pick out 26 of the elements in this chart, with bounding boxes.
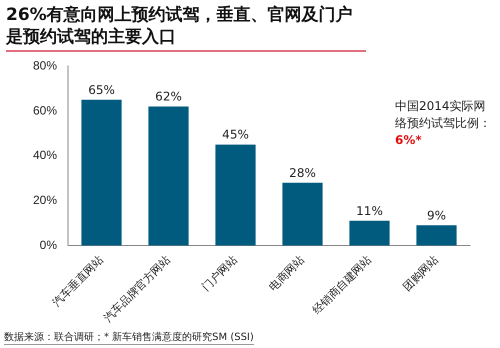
data-label: 28% [289,166,316,180]
data-label: 45% [222,128,249,142]
data-label: 11% [356,204,383,218]
y-tick-label: 40% [32,148,58,162]
bar [282,182,323,246]
bar [81,100,122,246]
chart-title: 26%有意向网上预约试驾，垂直、官网及门户是预约试驾的主要入口 [6,4,366,52]
y-tick-label: 20% [32,192,58,207]
x-tick-label: 电商网站 [266,253,307,294]
x-tick-label: 汽车垂直网站 [50,253,106,310]
x-tick-label: 门户网站 [199,253,240,294]
y-tick-label: 60% [32,103,58,118]
data-label: 9% [426,208,446,222]
x-tick-label: 团购网站 [400,253,441,294]
bar [148,106,189,246]
annotation: 中国2014实际网络预约试驾比例： [395,98,492,132]
annotation: 6%* [395,132,423,149]
y-tick-label: 0% [40,238,58,252]
data-label: 62% [155,90,182,104]
data-label: 65% [88,82,115,97]
bar [416,225,457,246]
y-tick-label: 80% [32,58,58,73]
bar [215,144,256,246]
source-note: 数据来源：联合调研；* 新车销售满意度的研究SM (SSI) [4,330,254,345]
bar [349,220,390,246]
x-tick-label: 经销商自建网站 [310,253,374,317]
